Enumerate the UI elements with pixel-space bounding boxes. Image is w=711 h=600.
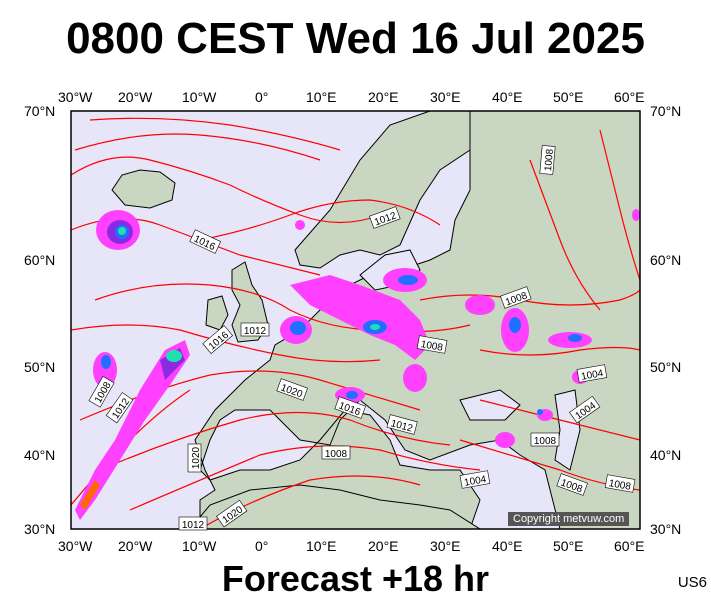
lat-label-right: 70°N [650,103,682,119]
isobar-label: 1004 [459,470,491,489]
great-britain [231,261,269,343]
lon-label-top: 30°W [58,89,93,105]
copyright-badge: Copyright metvuw.com [508,512,630,526]
svg-text:1008: 1008 [534,436,557,447]
model-tag: US6 [677,574,707,591]
isobar-label: 1008 [539,145,556,175]
lon-label-top: 20°E [368,89,399,105]
isobar-label: 1008 [530,432,560,447]
lon-label-bottom: 20°E [368,538,399,554]
lon-label-top: 10°W [182,89,217,105]
svg-text:1004: 1004 [580,368,604,383]
lon-label-top: 0° [255,89,269,105]
isobar-label: 1012 [178,516,208,531]
rain-central-europe-band [290,275,430,360]
lon-label-bottom: 50°E [553,538,584,554]
lon-label-top: 30°E [430,89,461,105]
isobar-label: 1008 [604,474,636,493]
isobar-label: 1012 [240,322,270,337]
isobars [71,117,640,529]
lon-label-bottom: 20°W [118,538,153,554]
lat-label-right: 50°N [650,359,682,375]
lat-label-left: 30°N [24,521,56,537]
isobar-label: 1008 [416,335,448,354]
lon-label-top: 20°W [118,89,153,105]
isobar-label: 1020 [187,443,202,473]
lon-label-top: 10°E [306,89,337,105]
svg-text:1012: 1012 [244,326,267,337]
svg-text:1020: 1020 [191,446,202,469]
lat-label-left: 50°N [24,359,56,375]
svg-text:1008: 1008 [325,449,348,460]
lon-label-bottom: 40°E [492,538,523,554]
lon-label-bottom: 30°E [430,538,461,554]
rain-biscay [93,352,117,388]
lon-label-top: 60°E [614,89,645,105]
rain-atlantic-band [75,340,190,520]
black-sea [459,389,521,421]
lat-label-left: 40°N [24,447,56,463]
isobar-label: 1004 [576,364,608,383]
lon-label-top: 40°E [492,89,523,105]
lon-label-bottom: 30°W [58,538,93,554]
lat-label-right: 30°N [650,521,682,537]
map-frame [70,110,641,530]
lat-label-right: 60°N [650,252,682,268]
lon-label-bottom: 10°W [182,538,217,554]
map-title: 0800 CEST Wed 16 Jul 2025 [66,14,645,63]
forecast-hour: Forecast +18 hr [221,558,490,599]
lon-label-bottom: 10°E [306,538,337,554]
precipitation [75,209,640,520]
lat-label-right: 40°N [650,447,682,463]
lat-label-left: 70°N [24,103,56,119]
scandinavia [294,111,471,269]
lon-label-bottom: 0° [255,538,269,554]
svg-text:1008: 1008 [608,478,632,493]
svg-text:1004: 1004 [463,474,487,489]
lat-label-left: 60°N [24,252,56,268]
ireland [205,295,229,331]
svg-text:1008: 1008 [543,148,556,172]
iceland [111,169,176,209]
rain-russia-west [465,295,495,315]
lon-label-top: 50°E [553,89,584,105]
lon-label-bottom: 60°E [614,538,645,554]
isobar-label: 1008 [321,445,351,460]
svg-text:1008: 1008 [420,339,444,354]
north-africa [189,484,481,529]
isobar-label: 1016 [189,229,222,254]
svg-text:1012: 1012 [182,520,205,531]
